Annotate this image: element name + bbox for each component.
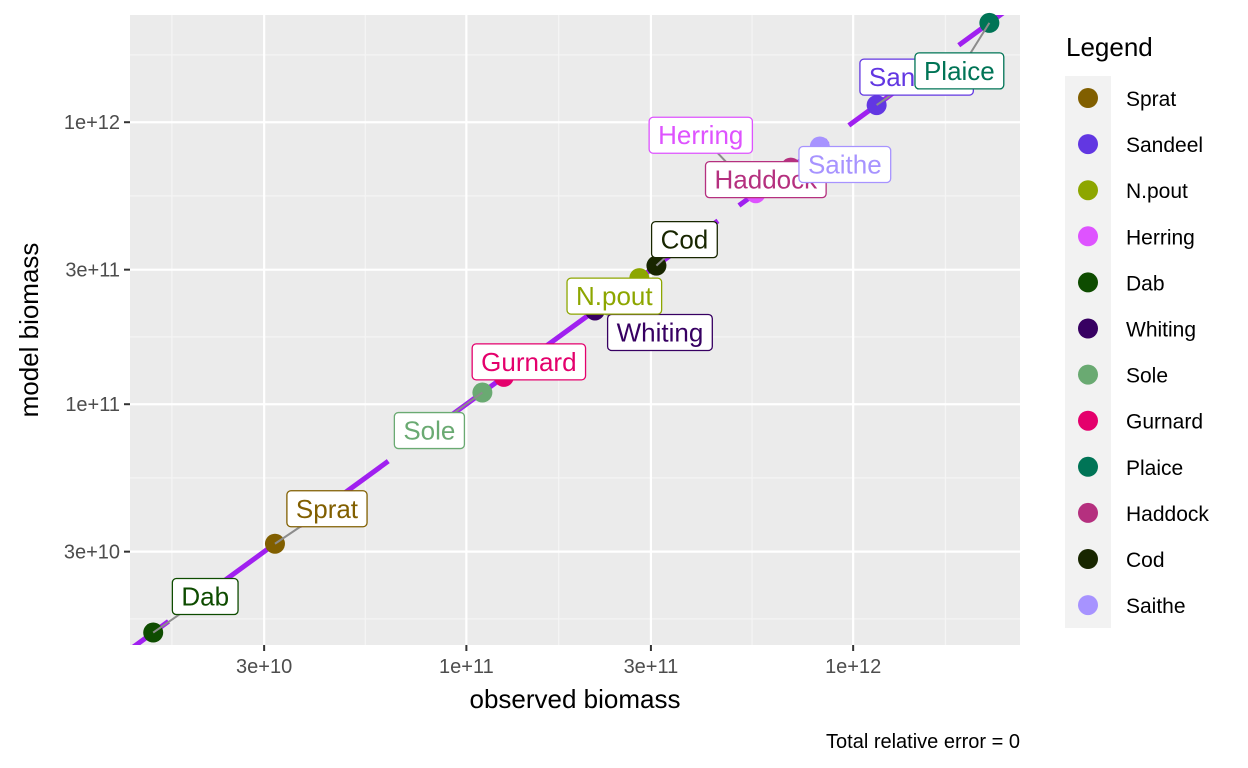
legend-label: N.pout bbox=[1126, 180, 1188, 203]
label-sprat: Sprat bbox=[274, 490, 368, 545]
x-tick-label: 3e+10 bbox=[236, 656, 292, 678]
legend-label: Whiting bbox=[1126, 319, 1196, 342]
legend-key-sandeel bbox=[1078, 134, 1098, 155]
point-label-box bbox=[471, 343, 587, 381]
point-plaice bbox=[979, 12, 1000, 33]
legend-key-haddock bbox=[1078, 502, 1098, 523]
point-label-text: Sprat bbox=[296, 494, 359, 524]
label-whiting: Whiting bbox=[594, 309, 713, 352]
legend-label: Saithe bbox=[1126, 595, 1186, 618]
y-tick-label: 1e+11 bbox=[65, 394, 120, 416]
point-label-box bbox=[650, 221, 718, 259]
point-label-text: N.pout bbox=[576, 281, 653, 311]
legend-label: Cod bbox=[1126, 549, 1165, 572]
legend-key-plaice bbox=[1078, 456, 1098, 477]
legend-key-cod bbox=[1078, 549, 1098, 569]
label-cod: Cod bbox=[650, 221, 718, 267]
axes: 3e+10 1e+11 3e+11 1e+12 3e+10 1e+11 3e+11 1e+12 bbox=[64, 112, 881, 678]
point-label-text: Gurnard bbox=[481, 347, 576, 377]
y-tick-label: 3e+10 bbox=[64, 542, 120, 564]
x-tick-label: 1e+11 bbox=[439, 656, 494, 678]
x-axis-title: observed biomass bbox=[470, 684, 681, 714]
legend-key-sprat bbox=[1078, 88, 1098, 108]
point-label-box bbox=[648, 116, 754, 154]
grid-lines bbox=[130, 15, 1020, 645]
label-herring: Herring bbox=[648, 116, 757, 194]
legend-key-herring bbox=[1078, 226, 1098, 247]
legend-label: Sole bbox=[1126, 365, 1168, 388]
legend-label: Sprat bbox=[1126, 88, 1176, 111]
legend-key-sole bbox=[1078, 364, 1098, 385]
legend-key-gurnard bbox=[1078, 410, 1098, 431]
legend-key-dab bbox=[1078, 272, 1098, 293]
legend-title: Legend bbox=[1066, 32, 1153, 62]
point-label-box bbox=[914, 52, 1005, 90]
label-npout: N.pout bbox=[566, 277, 663, 315]
y-axis-title: model biomass bbox=[14, 243, 44, 418]
point-label-text: Whiting bbox=[617, 317, 704, 347]
legend: Legend Sprat Sandeel N.pout Herring Dab Whiti… bbox=[1065, 32, 1209, 628]
point-label-box bbox=[798, 145, 892, 184]
point-label-text: Saithe bbox=[808, 150, 882, 180]
label-saithe: Saithe bbox=[798, 145, 892, 184]
x-tick-label: 1e+12 bbox=[825, 656, 881, 678]
legend-label: Haddock bbox=[1126, 503, 1209, 526]
point-label-box bbox=[566, 277, 663, 315]
point-label-box bbox=[393, 411, 466, 450]
x-tick-label: 3e+11 bbox=[624, 656, 679, 678]
label-dab: Dab bbox=[152, 577, 239, 634]
point-labels: Dab Sprat Sole Gurnard Whiting N.pout Cod Herri… bbox=[152, 22, 1005, 634]
y-tick-label: 3e+11 bbox=[65, 260, 120, 282]
point-label-box bbox=[606, 313, 713, 352]
label-plaice: Plaice bbox=[914, 22, 1005, 90]
point-label-text: Herring bbox=[658, 120, 743, 150]
y-tick-label: 1e+12 bbox=[64, 112, 120, 134]
point-label-box bbox=[171, 577, 239, 616]
legend-key-panel bbox=[1065, 76, 1111, 628]
legend-label: Herring bbox=[1126, 226, 1195, 249]
label-sole: Sole bbox=[393, 391, 483, 450]
point-label-text: Sole bbox=[403, 416, 455, 446]
point-label-text: Dab bbox=[181, 582, 229, 612]
legend-label: Gurnard bbox=[1126, 411, 1203, 434]
point-label-box bbox=[286, 490, 368, 528]
label-gurnard: Gurnard bbox=[471, 343, 587, 381]
legend-label: Dab bbox=[1126, 272, 1165, 295]
point-label-text: Plaice bbox=[924, 56, 995, 86]
legend-label: Sandeel bbox=[1126, 134, 1203, 157]
caption: Total relative error = 0 bbox=[826, 731, 1020, 753]
point-label-text: Cod bbox=[661, 225, 709, 255]
legend-key-whiting bbox=[1078, 318, 1098, 339]
legend-key-npout bbox=[1078, 180, 1098, 201]
legend-label: Plaice bbox=[1126, 457, 1183, 480]
legend-key-saithe bbox=[1078, 595, 1098, 616]
